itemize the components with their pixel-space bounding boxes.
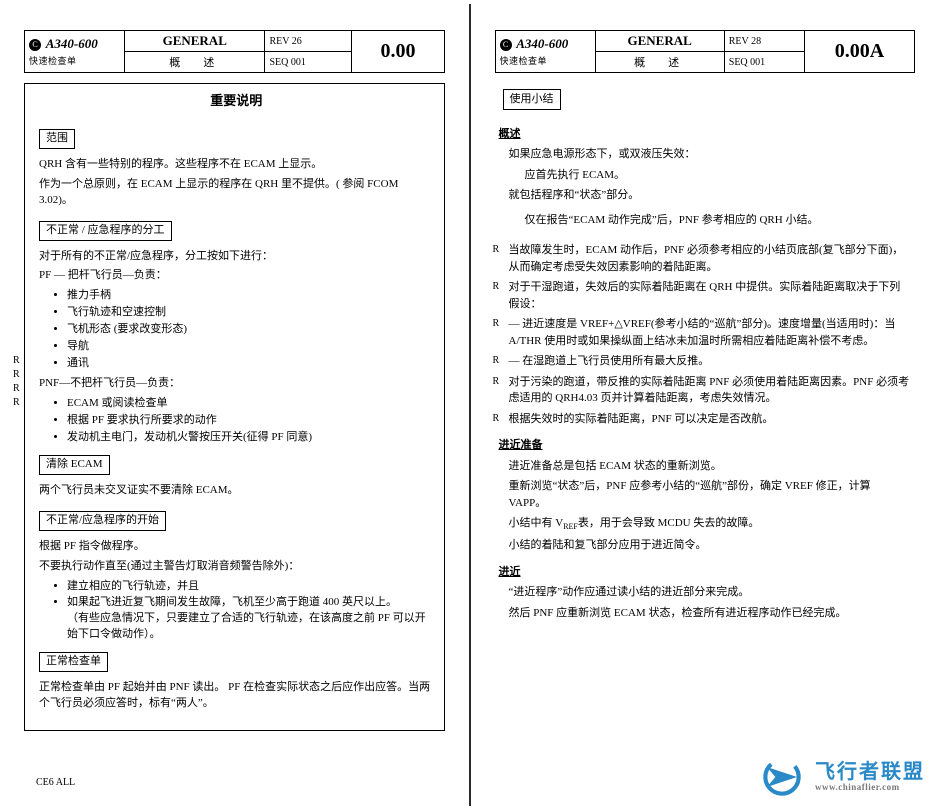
start-p1: 根据 PF 指令做程序。 — [39, 539, 434, 555]
clear-p: 两个飞行员未交叉证实不要清除 ECAM。 — [39, 483, 434, 499]
a-p2: 然后 PNF 应重新浏览 ECAM 状态，检查所有进近程序动作已经完成。 — [509, 605, 912, 622]
normal-label: 正常检查单 — [39, 652, 108, 672]
big-title: 重要说明 — [39, 92, 434, 111]
ap-p3a: 小结中有 V — [509, 517, 564, 529]
scope-label: 范围 — [39, 129, 75, 149]
r-line: 对于污染的跑道，带反推的实际着陆距离 PNF 必须使用着陆距离因素。PNF 必须… — [509, 374, 912, 407]
header-general: GENERAL — [595, 31, 724, 52]
ap-p3: 小结中有 VREF表，用于会导致 MCDU 失去的故障。 — [509, 515, 912, 533]
header-general: GENERAL — [125, 31, 265, 52]
div-label: 不正常 / 应急程序的分工 — [39, 221, 172, 241]
r-line: — 进近速度是 VREF+△VREF(参考小结的“巡航”部分)。速度增量(当适用… — [509, 316, 912, 349]
pnf-head: PNF—不把杆飞行员—负责： — [39, 376, 434, 392]
watermark-text: 飞行者联盟 www.chinaflier.com — [815, 761, 925, 793]
right-header: C A340-600 快速检查单 GENERAL REV 28 0.00A 概 … — [495, 30, 916, 73]
watermark-en: www.chinaflier.com — [815, 783, 925, 793]
start-label: 不正常/应急程序的开始 — [39, 511, 166, 531]
ap-p3sub: REF — [563, 522, 578, 531]
r-line: 当故障发生时，ECAM 动作后，PNF 必须参考相应的小结页底部(复飞部分下面)… — [509, 242, 912, 275]
ov-p4: 仅在报告“ECAM 动作完成”后，PNF 参考相应的 QRH 小结。 — [525, 212, 912, 229]
pnf-list: ECAM 或阅读检查单 根据 PF 要求执行所要求的动作 发动机主电门，发动机火… — [67, 396, 434, 446]
ov-p1: 如果应急电源形态下，或双液压失效： — [509, 146, 912, 163]
model: A340-600 — [516, 36, 568, 51]
ov-p2: 应首先执行 ECAM。 — [525, 167, 912, 184]
logo-icon: C — [29, 39, 41, 51]
b2b-text: （有些应急情况下，只要建立了合适的飞行轨迹，在该高度之前 PF 可以开始下口令做… — [67, 612, 426, 640]
list-item: 飞行轨迹和空速控制 — [67, 305, 434, 321]
left-header: C A340-600 快速检查单 GENERAL REV 26 0.00 概 述… — [24, 30, 445, 73]
page-no: 0.00A — [804, 31, 914, 73]
content-box: 重要说明 范围 QRH 含有一些特别的程序。这些程序不在 ECAM 上显示。 作… — [24, 83, 445, 731]
pf-head: PF — 把杆飞行员—负责： — [39, 268, 434, 284]
right-page: C A340-600 快速检查单 GENERAL REV 28 0.00A 概 … — [471, 0, 939, 810]
clear-label: 清除 ECAM — [39, 455, 110, 475]
b2-text: 如果起飞进近复飞期间发生故障，飞机至少高于跑道 400 英尺以上。 — [67, 596, 397, 608]
list-item: 飞机形态 (要求改变形态) — [67, 322, 434, 338]
logo-icon: C — [500, 39, 512, 51]
r-mark: R — [13, 382, 20, 397]
r-mark: R — [13, 396, 20, 411]
list-item: 通讯 — [67, 356, 434, 372]
a-p1: “进近程序”动作应通过读小结的进近部分来完成。 — [509, 584, 912, 601]
scope-p1: QRH 含有一些特别的程序。这些程序不在 ECAM 上显示。 — [39, 157, 434, 173]
r-mark: R — [13, 368, 20, 383]
approach-prep-head: 进近准备 — [499, 437, 912, 454]
usage-tag: 使用小结 — [503, 89, 561, 110]
scope-p2: 作为一个总原则，在 ECAM 上显示的程序在 QRH 里不提供。( 参阅 FCO… — [39, 177, 434, 209]
rev: REV 26 — [265, 31, 352, 52]
div-intro: 对于所有的不正常/应急程序，分工按如下进行： — [39, 249, 434, 265]
r-mark: R — [13, 354, 20, 369]
left-footer: CE6 ALL — [36, 777, 75, 788]
header-general-sub: 概 述 — [595, 52, 724, 73]
model-sub: 快速检查单 — [500, 56, 548, 66]
pf-list: 推力手柄 飞行轨迹和空速控制 飞机形态 (要求改变形态) 导航 通讯 — [67, 288, 434, 372]
watermark-logo-icon — [757, 752, 807, 802]
list-item: 如果起飞进近复飞期间发生故障，飞机至少高于跑道 400 英尺以上。 （有些应急情… — [67, 595, 434, 643]
list-item: 推力手柄 — [67, 288, 434, 304]
list-item: 建立相应的飞行轨迹，并且 — [67, 579, 434, 595]
model-sub: 快速检查单 — [29, 56, 77, 66]
seq: SEQ 001 — [724, 52, 804, 73]
overview-head: 概述 — [499, 126, 912, 143]
watermark: 飞行者联盟 www.chinaflier.com — [757, 752, 925, 802]
ap-p1: 进近准备总是包括 ECAM 状态的重新浏览。 — [509, 458, 912, 475]
ap-p3b: 表，用于会导致 MCDU 失去的故障。 — [578, 517, 760, 529]
ov-p3: 就包括程序和“状态”部分。 — [509, 187, 912, 204]
page-no: 0.00 — [352, 31, 444, 73]
model: A340-600 — [46, 36, 98, 51]
r-line: — 在湿跑道上飞行员使用所有最大反推。 — [509, 353, 912, 370]
start-p2: 不要执行动作直至(通过主警告灯取消音频警告除外)： — [39, 559, 434, 575]
list-item: 发动机主电门，发动机火警按压开关(征得 PF 同意) — [67, 430, 434, 446]
ap-p4: 小结的着陆和复飞部分应用于进近简令。 — [509, 537, 912, 554]
normal-p: 正常检查单由 PF 起始并由 PNF 读出。 PF 在检查实际状态之后应作出应答… — [39, 680, 434, 712]
watermark-cn: 飞行者联盟 — [815, 761, 925, 783]
approach-head: 进近 — [499, 564, 912, 581]
r-line: 根据失效时的实际着陆距离，PNF 可以决定是否改航。 — [509, 411, 912, 428]
list-item: ECAM 或阅读检查单 — [67, 396, 434, 412]
right-body: 使用小结 概述 如果应急电源形态下，或双液压失效： 应首先执行 ECAM。 就包… — [495, 83, 916, 621]
ap-p2: 重新浏览“状态”后，PNF 应参考小结的“巡航”部份，确定 VREF 修正，计算… — [509, 478, 912, 511]
rev: REV 28 — [724, 31, 804, 52]
list-item: 根据 PF 要求执行所要求的动作 — [67, 413, 434, 429]
list-item: 导航 — [67, 339, 434, 355]
start-list: 建立相应的飞行轨迹，并且 如果起飞进近复飞期间发生故障，飞机至少高于跑道 400… — [67, 579, 434, 644]
seq: SEQ 001 — [265, 52, 352, 73]
r-line: 对于干湿跑道，失效后的实际着陆距离在 QRH 中提供。实际着陆距离取决于下列假设… — [509, 279, 912, 312]
left-page: C A340-600 快速检查单 GENERAL REV 26 0.00 概 述… — [0, 0, 469, 810]
header-general-sub: 概 述 — [125, 52, 265, 73]
